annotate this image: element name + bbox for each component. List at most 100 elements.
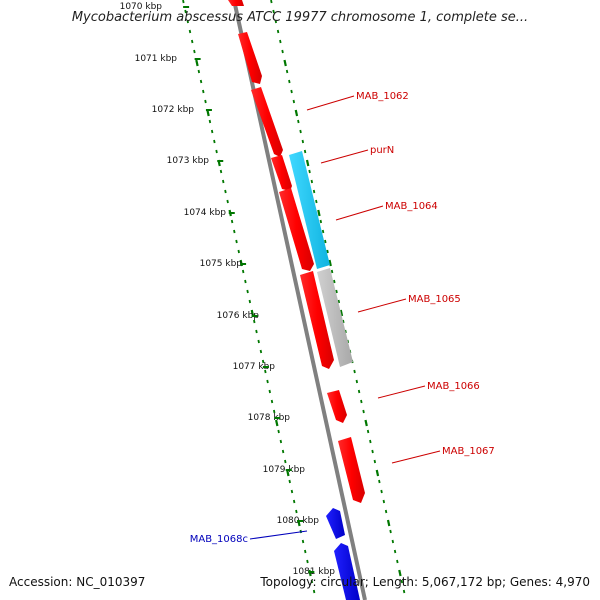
minor-tick (306, 559, 309, 564)
minor-tick (321, 229, 325, 234)
minor-tick (304, 549, 307, 554)
minor-tick (315, 199, 318, 204)
minor-tick (389, 529, 392, 534)
minor-tick (222, 179, 225, 184)
minor-tick (244, 279, 247, 284)
minor-tick (273, 409, 276, 414)
kbp-tick-track-left (182, 0, 316, 594)
kbp-label: 1078 kbp (248, 413, 291, 423)
gene-arrow-mab-1062[interactable] (251, 87, 283, 157)
minor-tick (270, 0, 273, 4)
major-tick (317, 209, 321, 217)
minor-tick (264, 369, 267, 374)
major-tick (305, 159, 310, 167)
gene-arrow-mab-1064[interactable] (279, 188, 314, 271)
reverse-strand-genes (326, 508, 360, 600)
major-tick (275, 419, 279, 427)
gene-label[interactable]: purN (370, 145, 394, 156)
minor-tick (342, 319, 345, 324)
accession-text: Accession: NC_010397 (9, 575, 146, 589)
gene-label[interactable]: MAB_1065 (408, 294, 461, 305)
minor-tick (353, 369, 356, 374)
gene-arrow-mab-1061[interactable] (238, 32, 262, 84)
minor-tick (290, 89, 293, 94)
minor-tick (301, 139, 305, 144)
minor-tick (246, 289, 249, 294)
minor-tick (384, 509, 388, 514)
gene-label[interactable]: MAB_1064 (385, 201, 438, 212)
kbp-label: 1079 kbp (263, 465, 306, 475)
gene-arrow-mab-1068c[interactable] (326, 508, 345, 539)
minor-tick (190, 39, 194, 44)
minor-tick (312, 189, 316, 194)
minor-tick (197, 69, 201, 74)
minor-tick (310, 179, 314, 184)
minor-tick (337, 299, 341, 304)
minor-tick (357, 389, 361, 394)
gene-arrow-mab-1066[interactable] (327, 390, 347, 423)
minor-tick (360, 399, 363, 404)
gene-arrow-mab-1065[interactable] (300, 271, 334, 369)
minor-tick (288, 79, 291, 84)
minor-tick (369, 439, 372, 444)
minor-tick (281, 49, 284, 54)
minor-tick (202, 89, 205, 94)
minor-tick (393, 549, 397, 554)
minor-tick (290, 489, 294, 494)
kbp-label: 1070 kbp (120, 2, 163, 12)
major-tick (339, 309, 344, 317)
kbp-label: 1075 kbp (200, 259, 243, 269)
gene-box-mab-1065-pseudo[interactable] (317, 268, 353, 367)
minor-tick (210, 129, 214, 134)
minor-tick (274, 19, 278, 24)
minor-tick (208, 119, 212, 124)
minor-tick (324, 239, 327, 244)
gene-label-group: MAB_1062 purN MAB_1064 MAB_1065 MAB_1066 MAB_… (190, 91, 495, 545)
gene-arrow-mab-1069c[interactable] (334, 543, 360, 600)
gene-leader-line (391, 450, 441, 464)
kbp-label: 1076 kbp (217, 311, 260, 321)
gene-arrow-mab-1067[interactable] (338, 437, 365, 503)
minor-tick (268, 389, 271, 394)
gene-arrow-previous[interactable] (228, 0, 244, 6)
minor-tick (330, 269, 334, 274)
minor-tick (213, 139, 216, 144)
gene-leader-line (357, 298, 407, 313)
minor-tick (380, 489, 383, 494)
kbp-label-group: 1070 kbp 1071 kbp 1072 kbp 1073 kbp 1074 kbp… (120, 2, 336, 577)
chromosome-title: Mycobacterium abscessus ATCC 19977 chrom… (71, 10, 529, 25)
minor-tick (188, 29, 192, 34)
minor-tick (301, 539, 305, 544)
minor-tick (215, 149, 218, 154)
forward-strand-genes (228, 0, 365, 503)
major-tick (386, 519, 391, 527)
minor-tick (235, 239, 238, 244)
gene-label[interactable]: MAB_1066 (427, 381, 480, 392)
minor-tick (266, 379, 269, 384)
kbp-label: 1074 kbp (184, 208, 227, 218)
gene-box-purn[interactable] (289, 151, 330, 269)
kbp-tick-track-right (270, 0, 406, 594)
minor-tick (312, 589, 316, 594)
major-tick (328, 259, 332, 267)
major-tick (283, 59, 287, 67)
minor-tick (319, 219, 323, 224)
minor-tick (310, 579, 314, 584)
minor-tick (344, 329, 347, 334)
gene-label[interactable]: MAB_1062 (356, 91, 409, 102)
minor-tick (281, 449, 285, 454)
gene-label[interactable]: MAB_1067 (442, 446, 495, 457)
major-tick (375, 469, 380, 477)
minor-tick (184, 9, 187, 14)
minor-tick (248, 299, 252, 304)
gene-label[interactable]: MAB_1068c (190, 534, 248, 545)
minor-tick (259, 349, 263, 354)
minor-tick (279, 39, 282, 44)
minor-tick (297, 119, 300, 124)
major-tick (195, 59, 199, 67)
gene-leader-line (306, 95, 355, 111)
kbp-label: 1072 kbp (152, 105, 195, 115)
gene-arrow-mab-1062b[interactable] (271, 155, 292, 191)
major-tick (294, 109, 299, 117)
